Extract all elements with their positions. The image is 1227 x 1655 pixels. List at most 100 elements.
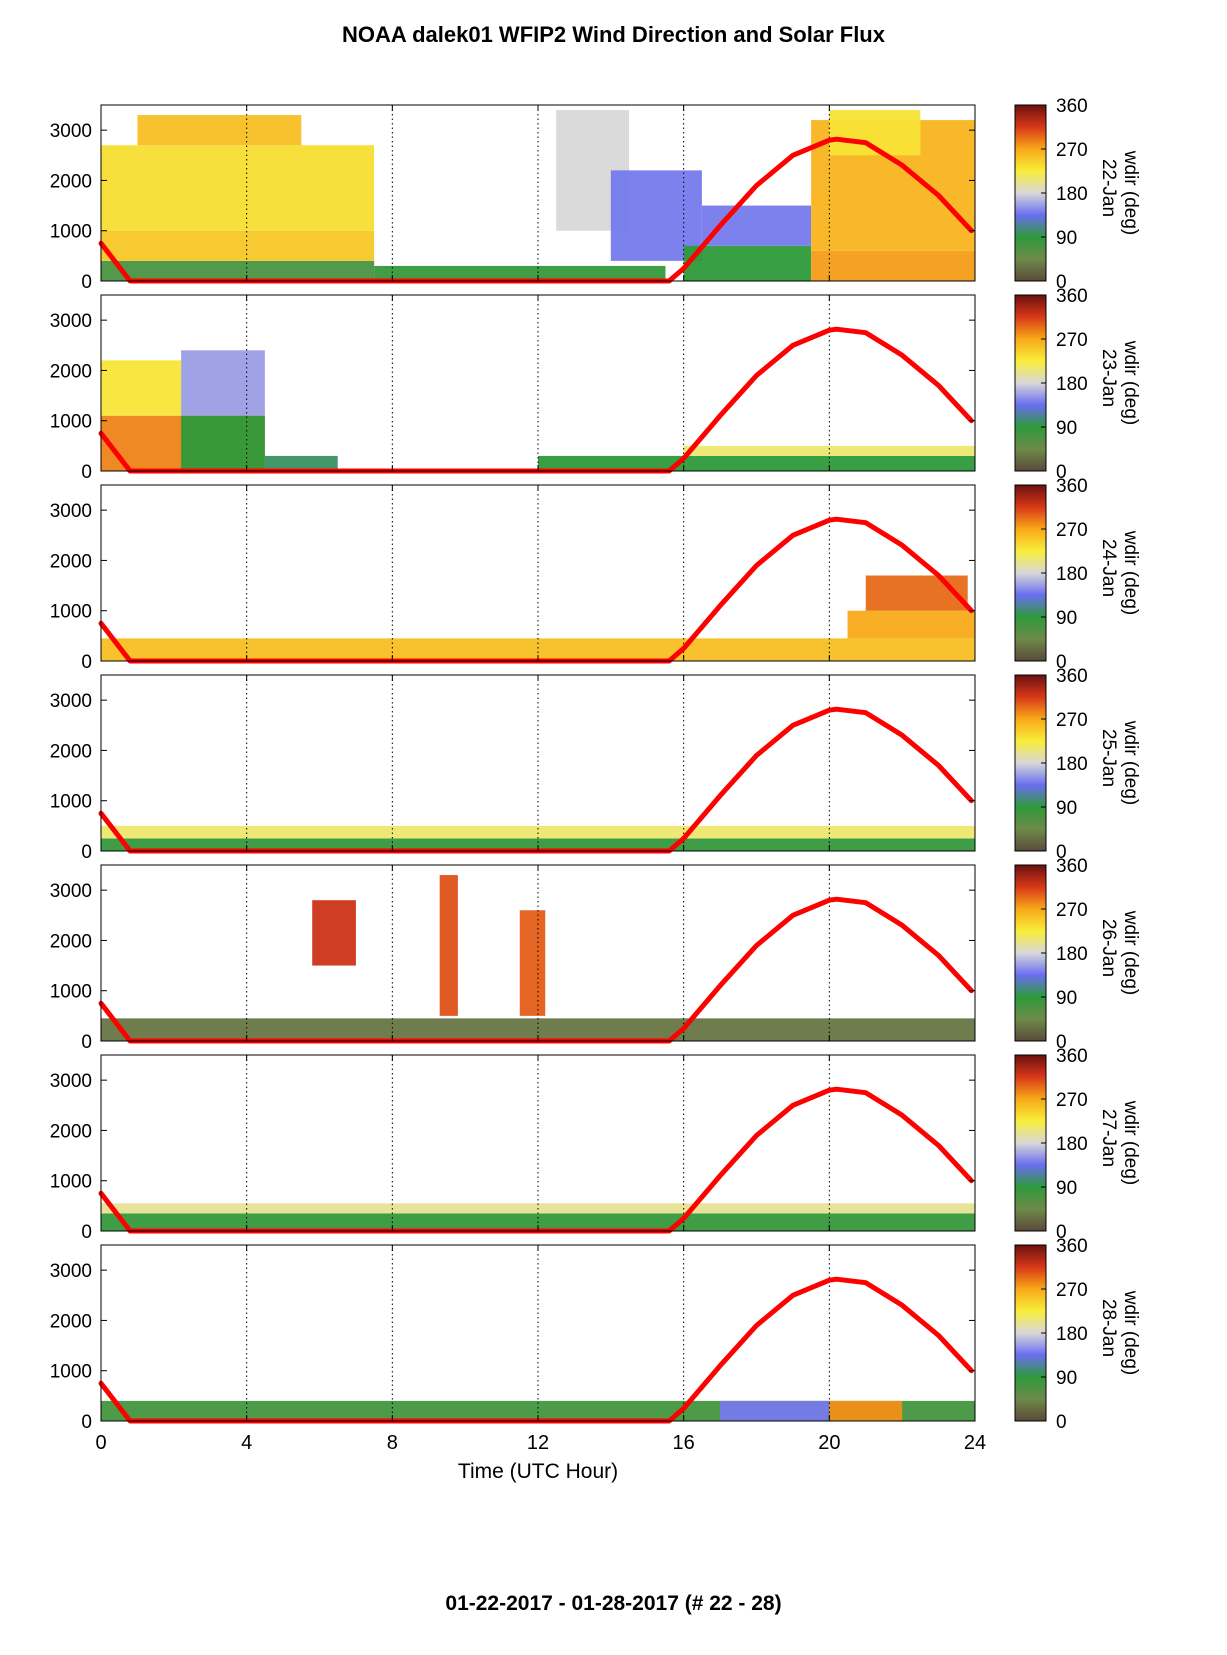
colorbar-tick-label: 90 [1056,418,1077,439]
colorbar-tick-label: 90 [1056,228,1077,249]
colorbar-label: wdir (deg) [1120,720,1141,805]
wind-direction-block [101,145,375,231]
colorbar [1014,484,1047,662]
chart-title: NOAA dalek01 WFIP2 Wind Direction and So… [342,22,885,47]
panel-23-Jan: 0 1000 2000 3000 0 90 180 270 360 wdir (deg)23-Ja… [50,286,1141,483]
colorbar-tick-label: 0 [1056,842,1067,863]
colorbar-tick-label: 180 [1056,1134,1088,1155]
x-axis-label: Time (UTC Hour) [458,1460,618,1483]
wind-direction-block [181,350,265,416]
y-tick-label: 3000 [50,881,92,902]
wind-direction-block [720,1400,830,1421]
colorbar-tick-label: 360 [1056,1046,1088,1067]
wind-direction-block [847,610,975,639]
y-tick-label: 0 [81,272,92,293]
colorbar-tick-label: 360 [1056,286,1088,307]
y-tick-label: 3000 [50,311,92,332]
wind-direction-block [439,875,458,1016]
colorbar-tick-label: 360 [1056,476,1088,497]
y-tick-label: 2000 [50,741,92,762]
colorbar-tick-label: 90 [1056,1178,1077,1199]
colorbar-tick-label: 180 [1056,564,1088,585]
wind-direction-block [101,638,975,661]
wind-direction-block [101,838,975,851]
panel-date-label: 26-Jan [1098,919,1119,977]
y-tick-label: 2000 [50,931,92,952]
panel-date-label: 23-Jan [1098,349,1119,407]
wind-direction-block [101,825,975,839]
colorbar-tick-label: 180 [1056,1324,1088,1345]
wind-direction-block [181,415,265,471]
y-tick-label: 1000 [50,792,92,813]
colorbar [1014,674,1047,852]
x-tick-label: 24 [964,1432,986,1454]
panel-26-Jan: 0 1000 2000 3000 0 90 180 270 360 wdir (deg)26-Ja… [50,856,1141,1053]
y-tick-label: 0 [81,462,92,483]
colorbar-tick-label: 270 [1056,1090,1088,1111]
panel-date-label: 22-Jan [1098,159,1119,217]
colorbar-tick-label: 360 [1056,96,1088,117]
colorbar-tick-label: 90 [1056,608,1077,629]
y-tick-label: 0 [81,1222,92,1243]
x-tick-label: 8 [387,1432,398,1454]
wind-direction-block [538,455,975,471]
panel-25-Jan: 0 1000 2000 3000 0 90 180 270 360 wdir (deg)25-Ja… [50,666,1141,863]
wind-direction-block [264,455,338,471]
wind-direction-block [811,250,975,281]
y-tick-label: 2000 [50,171,92,192]
y-tick-label: 1000 [50,412,92,433]
colorbar [1014,864,1047,1042]
wind-direction-block [374,265,666,281]
colorbar-tick-label: 90 [1056,798,1077,819]
colorbar-tick-label: 90 [1056,1368,1077,1389]
panel-date-label: 24-Jan [1098,539,1119,597]
colorbar-tick-label: 270 [1056,900,1088,921]
x-tick-label: 0 [95,1432,106,1454]
x-tick-label: 4 [241,1432,252,1454]
colorbar [1014,294,1047,472]
y-tick-label: 2000 [50,361,92,382]
wind-direction-block [683,245,812,281]
y-tick-label: 0 [81,1032,92,1053]
colorbar-tick-label: 360 [1056,1236,1088,1257]
panel-date-label: 28-Jan [1098,1299,1119,1357]
wind-direction-block [519,910,546,1016]
x-tick-label: 20 [818,1432,840,1454]
colorbar-tick-label: 270 [1056,1280,1088,1301]
colorbar-tick-label: 0 [1056,652,1067,673]
y-tick-label: 1000 [50,1172,92,1193]
y-tick-label: 3000 [50,691,92,712]
y-tick-label: 1000 [50,1362,92,1383]
y-tick-label: 2000 [50,551,92,572]
colorbar-tick-label: 270 [1056,520,1088,541]
y-tick-label: 1000 [50,222,92,243]
panel-24-Jan: 0 1000 2000 3000 0 90 180 270 360 wdir (deg)24-Ja… [50,476,1141,673]
colorbar-tick-label: 360 [1056,666,1088,687]
colorbar-tick-label: 180 [1056,754,1088,775]
panel-22-Jan: 0 1000 2000 3000 0 90 180 270 360 wdir (deg)22-Ja… [50,96,1141,293]
y-tick-label: 3000 [50,1071,92,1092]
y-tick-label: 0 [81,842,92,863]
colorbar-tick-label: 90 [1056,988,1077,1009]
y-tick-label: 1000 [50,982,92,1003]
wind-direction-block [101,360,182,416]
colorbar-tick-label: 0 [1056,462,1067,483]
colorbar-tick-label: 180 [1056,944,1088,965]
colorbar-label: wdir (deg) [1120,910,1141,995]
panel-date-label: 25-Jan [1098,729,1119,787]
y-tick-label: 3000 [50,501,92,522]
x-tick-label: 12 [527,1432,549,1454]
colorbar-label: wdir (deg) [1120,530,1141,615]
wind-direction-block [865,575,968,611]
colorbar-tick-label: 0 [1056,272,1067,293]
colorbar-tick-label: 360 [1056,856,1088,877]
colorbar [1014,1054,1047,1232]
panel-27-Jan: 0 1000 2000 3000 0 90 180 270 360 wdir (deg)27-Ja… [50,1046,1141,1243]
colorbar-tick-label: 270 [1056,710,1088,731]
wind-direction-block [101,260,375,281]
y-tick-label: 1000 [50,602,92,623]
y-tick-label: 0 [81,1412,92,1433]
wind-direction-block [312,900,356,966]
colorbar-label: wdir (deg) [1120,1100,1141,1185]
